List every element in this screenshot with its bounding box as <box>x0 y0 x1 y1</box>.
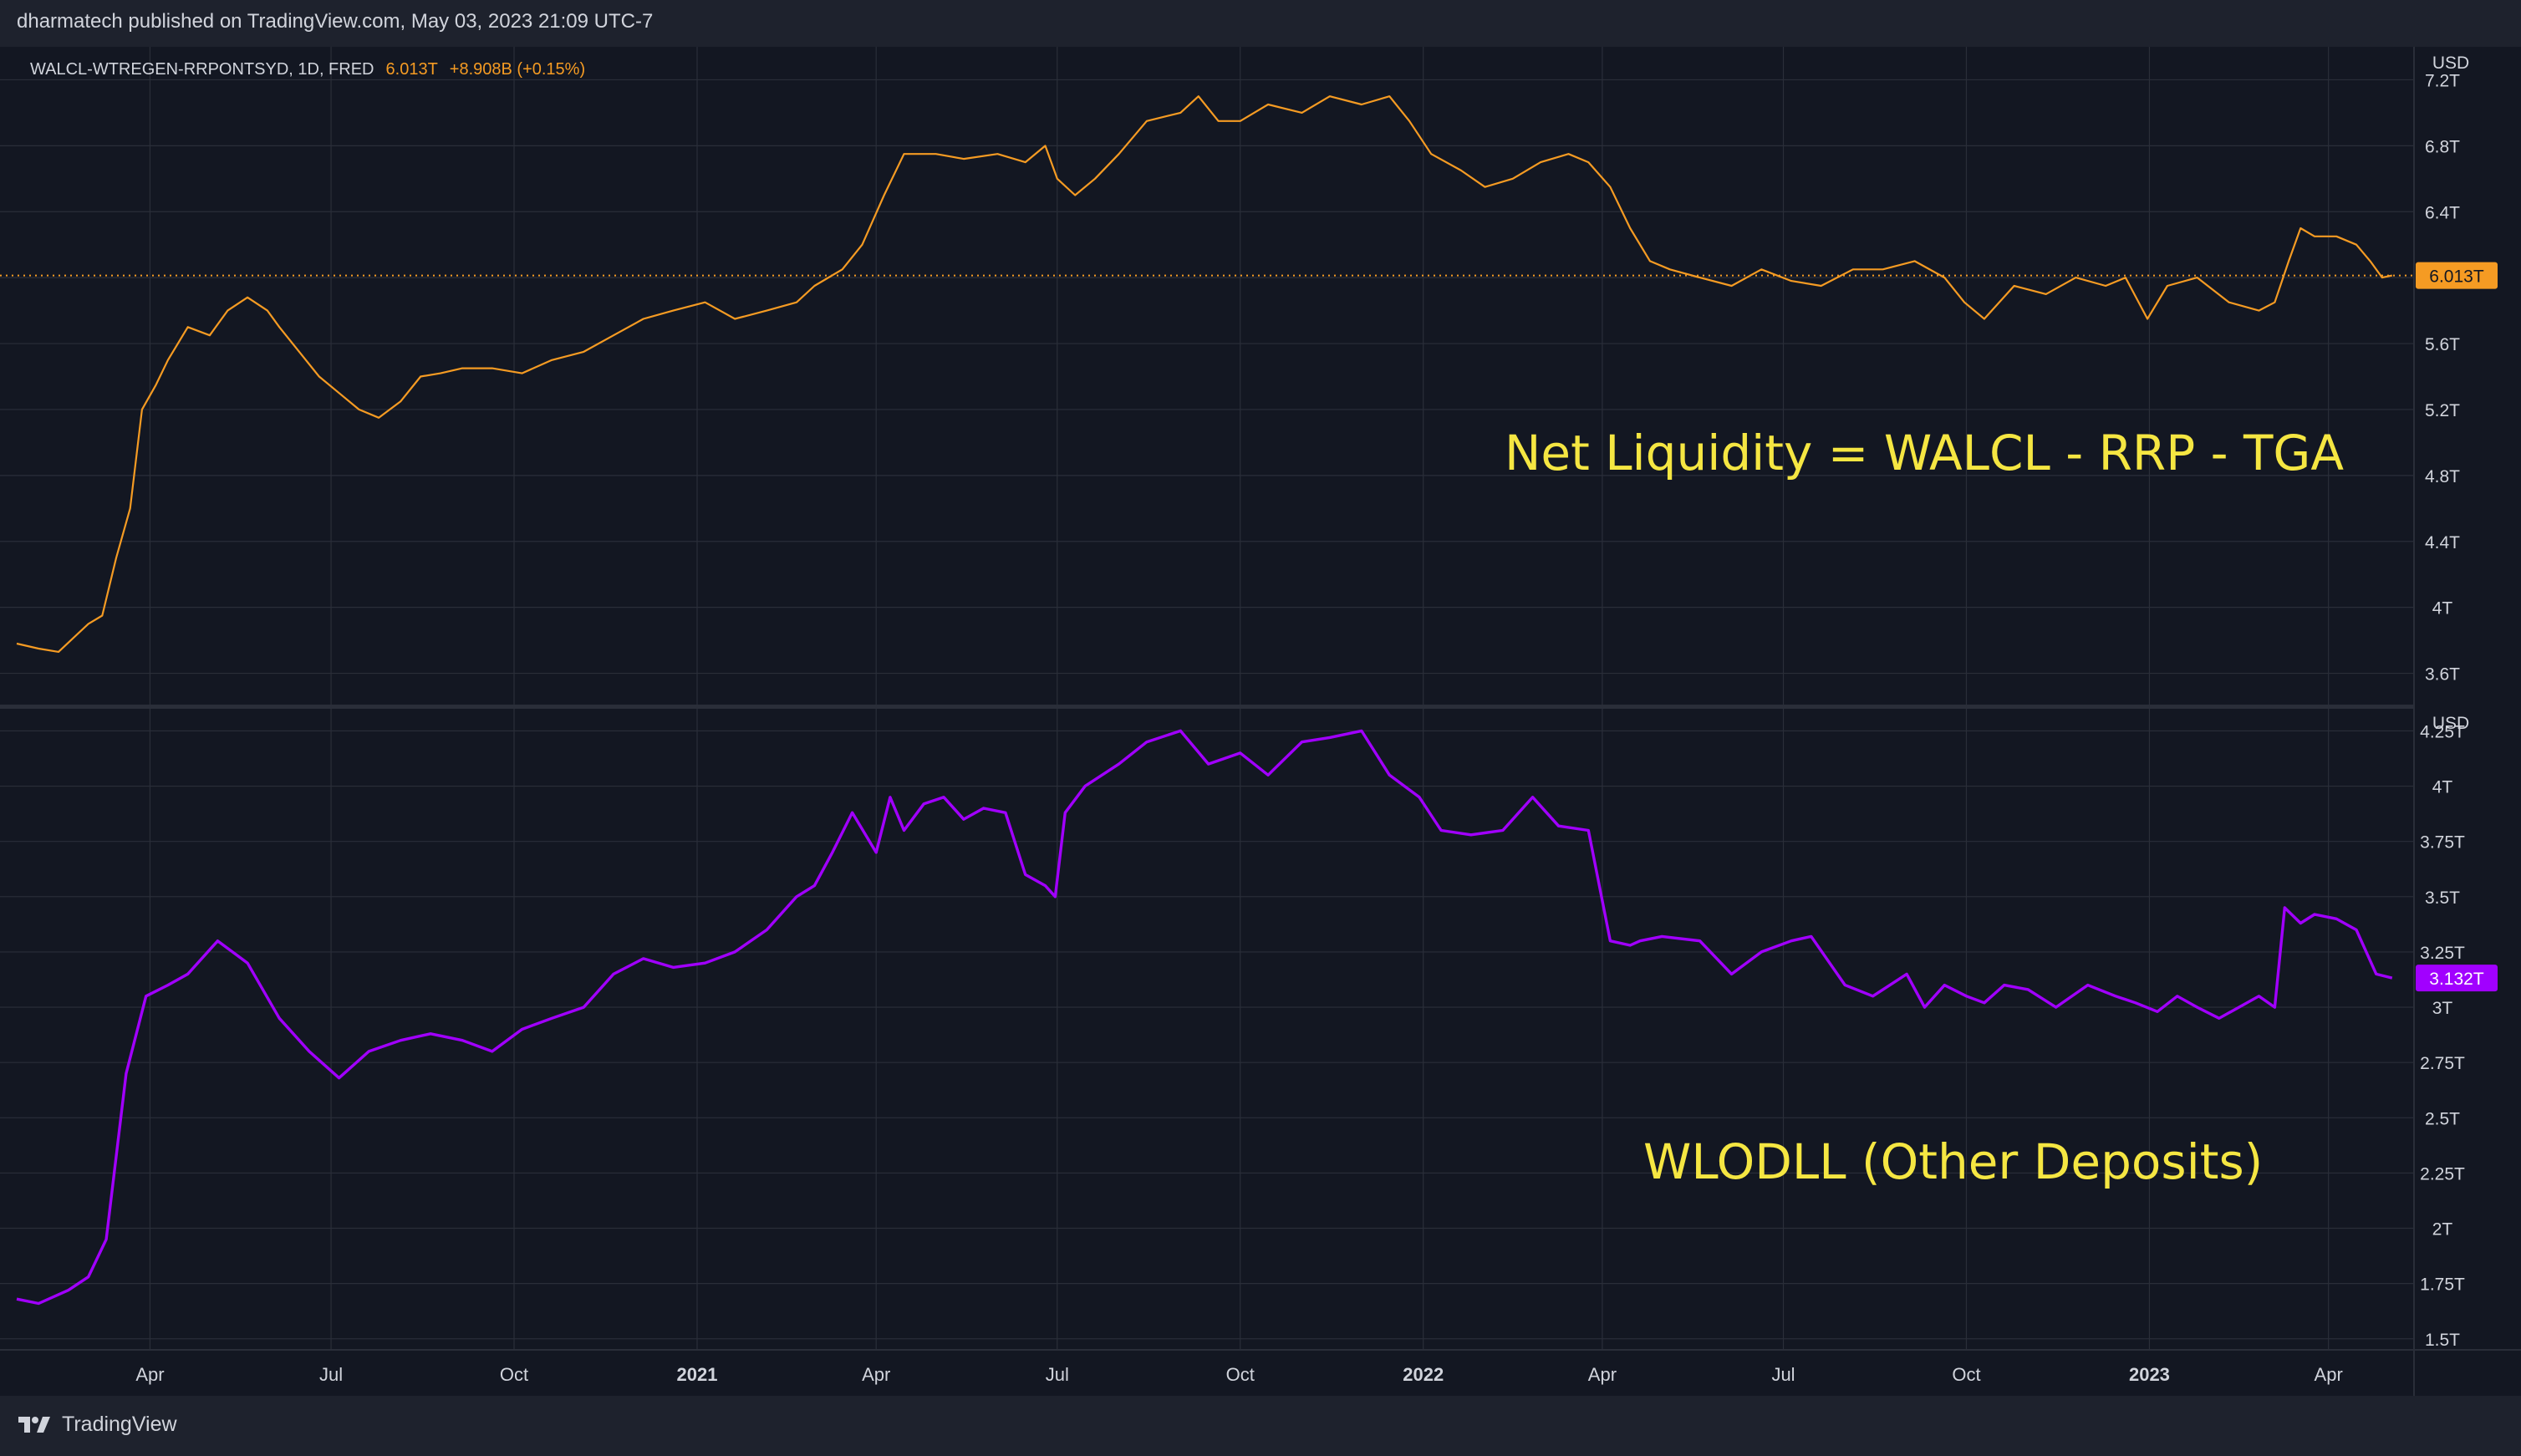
x-tick-label: Oct <box>1952 1364 1980 1385</box>
grid-lines <box>0 47 2414 1350</box>
y-tick-label: 3.5T <box>2425 888 2460 908</box>
net-liquidity-line <box>16 95 2393 654</box>
x-tick-label: Oct <box>500 1364 528 1385</box>
legend-symbol[interactable]: WALCL-WTREGEN-RRPONTSYD, 1D, FRED <box>30 60 374 79</box>
x-tick-label: Oct <box>1226 1364 1255 1385</box>
y-tick-label: 3.75T <box>2420 833 2465 853</box>
y-tick-label: 3.25T <box>2420 944 2465 963</box>
x-tick-label: Jul <box>319 1364 343 1385</box>
currency-label[interactable]: USD <box>2432 53 2469 73</box>
y-tick-label: 6.4T <box>2425 203 2460 222</box>
annotation-net-liquidity: Net Liquidity = WALCL - RRP - TGA <box>1505 425 2345 481</box>
y-tick-label: 1.75T <box>2420 1275 2465 1295</box>
x-tick-label: Apr <box>862 1364 890 1385</box>
y-tick-label: 3.6T <box>2425 665 2460 685</box>
tradingview-logo[interactable]: TradingView <box>17 1413 177 1437</box>
annotation-wlodll: WLODLL (Other Deposits) <box>1643 1133 2264 1190</box>
axis-layer[interactable]: Apr Jul Oct 2021 Apr Jul Oct 2022 Apr Jul Oct 2023 A… <box>0 47 2521 1396</box>
x-tick-label: Jul <box>1771 1364 1795 1385</box>
y-tick-label: 7.2T <box>2425 71 2460 90</box>
y-tick-label: 3T <box>2432 999 2453 1018</box>
y-tick-label: 4T <box>2432 599 2453 619</box>
tradingview-icon <box>18 1416 50 1433</box>
wlodll-line <box>16 729 2393 1306</box>
last-value-badge <box>2416 262 2498 289</box>
x-tick-label: Apr <box>1588 1364 1617 1385</box>
y-tick-label: 2.25T <box>2420 1164 2465 1184</box>
legend-change: +8.908B (+0.15%) <box>449 60 586 79</box>
legend-last-value: 6.013T <box>385 60 438 79</box>
last-value-label: 3.132T <box>2429 970 2484 989</box>
y-tick-label: 1.5T <box>2425 1331 2460 1350</box>
last-value-badge <box>2416 965 2498 992</box>
chart-background <box>0 47 2521 1396</box>
x-tick-label: Apr <box>135 1364 164 1385</box>
y-tick-label: 4.25T <box>2420 722 2465 741</box>
x-tick-label: 2023 <box>2129 1364 2170 1385</box>
x-tick-label: 2022 <box>1403 1364 1444 1385</box>
y-tick-label: 6.8T <box>2425 137 2460 156</box>
currency-label[interactable]: USD <box>2432 714 2469 733</box>
pane-separator[interactable] <box>0 705 2521 709</box>
y-tick-label: 2T <box>2432 1220 2453 1240</box>
y-tick-label: 4.8T <box>2425 467 2460 486</box>
x-tick-label: Apr <box>2315 1364 2343 1385</box>
footer-bar <box>0 1396 2521 1456</box>
last-value-label: 6.013T <box>2429 267 2484 287</box>
y-tick-label: 2.5T <box>2425 1109 2460 1128</box>
y-tick-label: 4T <box>2432 778 2453 797</box>
publisher-text: dharmatech published on TradingView.com,… <box>17 10 654 33</box>
x-tick-label: 2021 <box>677 1364 718 1385</box>
legend-row[interactable]: WALCL-WTREGEN-RRPONTSYD, 1D, FRED 6.013T… <box>30 60 585 79</box>
series-layer <box>0 95 2414 1306</box>
header-bar: dharmatech published on TradingView.com,… <box>0 0 2521 48</box>
y-tick-label: 5.2T <box>2425 401 2460 420</box>
y-tick-label: 5.6T <box>2425 335 2460 354</box>
tradingview-logo-text: TradingView <box>62 1413 177 1436</box>
pane-separator-bar[interactable] <box>0 705 2521 709</box>
y-tick-label: 2.75T <box>2420 1054 2465 1073</box>
x-tick-label: Jul <box>1046 1364 1069 1385</box>
y-tick-label: 4.4T <box>2425 533 2460 552</box>
